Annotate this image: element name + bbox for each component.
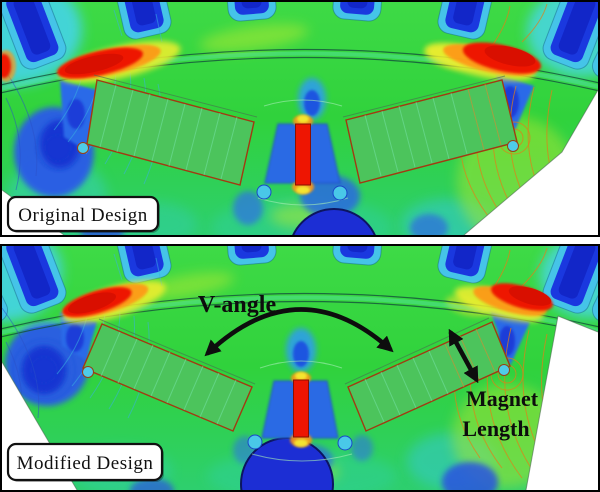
original-design-fea-plot: Original Design	[2, 2, 598, 235]
modified-design-fea-plot: V-angle Magnet Length Modified Design	[2, 246, 598, 490]
modified-design-label: Modified Design	[17, 453, 154, 474]
rotor-hole	[292, 208, 376, 235]
center-bridge-post	[247, 372, 353, 451]
magnet-length-label-line1: Magnet	[466, 386, 539, 411]
right-magnet	[342, 75, 519, 184]
magnet-length-annotation: Magnet Length	[448, 328, 539, 441]
v-angle-annotation: V-angle	[198, 292, 394, 357]
saturation-zone-left	[62, 280, 166, 324]
left-magnet	[82, 318, 256, 432]
center-bridge-post	[256, 115, 348, 201]
v-angle-label: V-angle	[198, 292, 277, 318]
saturation-zone-right	[425, 42, 542, 81]
original-design-panel: Original Design	[0, 0, 600, 237]
original-design-label: Original Design	[18, 205, 147, 226]
v-angle-arrow	[204, 307, 394, 357]
panel-label: Original Design	[6, 195, 160, 233]
saturation-zone-right	[454, 283, 553, 322]
panel-label: Modified Design	[6, 442, 164, 482]
magnet-length-arrow	[448, 328, 479, 384]
modified-design-panel: V-angle Magnet Length Modified Design	[0, 244, 600, 492]
saturation-zone-left	[2, 41, 181, 83]
magnet-length-label-line2: Length	[462, 416, 529, 441]
left-magnet	[77, 74, 258, 186]
